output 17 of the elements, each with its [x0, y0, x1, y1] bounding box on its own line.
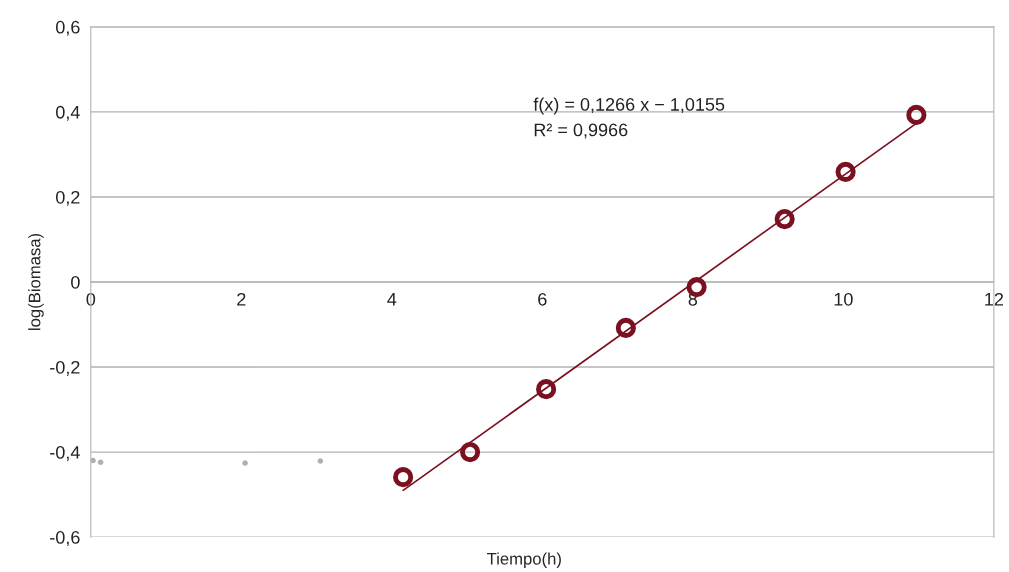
y-tick-label: -0,6 [50, 531, 80, 546]
x-tick-label: 0 [86, 292, 96, 306]
x-tick-label: 10 [834, 292, 853, 306]
x-tick-label: 6 [538, 292, 547, 306]
y-tick-label: 0,6 [56, 20, 80, 36]
x-axis-title: Tiempo(h) [487, 552, 561, 568]
x-tick-label: 4 [387, 293, 397, 306]
y-tick-label: 0,2 [56, 190, 80, 206]
x-tick-label: 2 [237, 292, 246, 306]
annotation: f(x) = 0,1266 x − 1,0155 [533, 97, 725, 115]
y-tick-label: 0,4 [56, 105, 80, 121]
x-tick-label: 12 [985, 292, 1003, 306]
y-tick-label: -0,2 [50, 360, 80, 376]
y-tick-label: -0,4 [50, 446, 80, 461]
y-tick-label: 0 [71, 275, 80, 289]
y-axis-title: log(Biomasa) [28, 233, 44, 330]
annotation: R² = 0,9966 [534, 123, 628, 139]
